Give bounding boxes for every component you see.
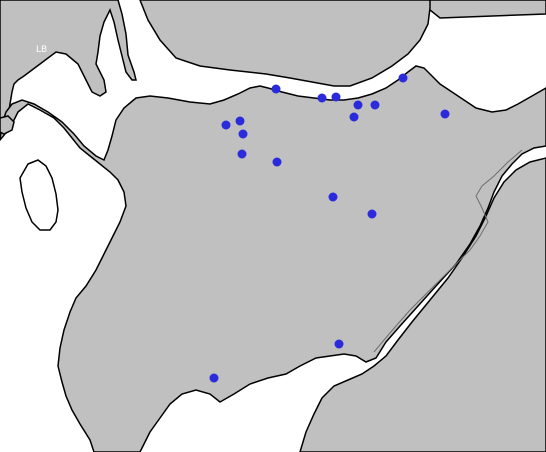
loch [19, 159, 59, 231]
marker[interactable] [237, 149, 247, 159]
marker-layer [209, 73, 450, 383]
corner-label: LB [36, 45, 47, 55]
marker[interactable] [353, 100, 363, 110]
marker[interactable] [328, 192, 338, 202]
marker[interactable] [331, 92, 341, 102]
marker[interactable] [271, 84, 281, 94]
small-island [0, 115, 15, 135]
northern-landmass [0, 0, 137, 134]
marker[interactable] [272, 157, 282, 167]
marker[interactable] [367, 209, 377, 219]
main-landmass [0, 65, 546, 452]
marker[interactable] [221, 120, 231, 130]
marker[interactable] [349, 112, 359, 122]
marker[interactable] [334, 339, 344, 349]
marker[interactable] [317, 93, 327, 103]
marker[interactable] [235, 116, 245, 126]
boundary-line [373, 149, 523, 353]
northern-peninsula [139, 0, 431, 87]
marker[interactable] [238, 129, 248, 139]
northern-landmass-east [140, 0, 546, 19]
marker[interactable] [398, 73, 408, 83]
southern-coast [299, 157, 546, 452]
marker[interactable] [370, 100, 380, 110]
marker[interactable] [440, 109, 450, 119]
marker[interactable] [209, 373, 219, 383]
